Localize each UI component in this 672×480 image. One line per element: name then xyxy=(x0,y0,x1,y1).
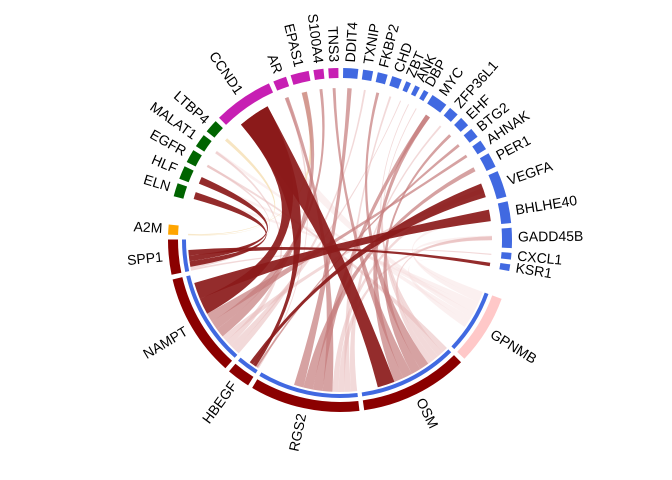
sectors-layer xyxy=(168,68,512,412)
sector-band-nampt xyxy=(186,275,238,358)
sector-epas1 xyxy=(290,70,311,85)
sector-per1 xyxy=(479,153,496,171)
link-nampt-to-epas1 xyxy=(216,91,315,337)
sector-ehf xyxy=(454,117,469,132)
sector-hlf xyxy=(179,166,194,183)
sector-band-spp1 xyxy=(182,239,190,272)
sector-ahnak xyxy=(472,140,487,155)
link-spp1-to-cxcl1 xyxy=(190,249,492,271)
label-s100a4: S100A4 xyxy=(305,13,327,65)
sector-spp1 xyxy=(168,239,182,275)
sector-ltbp4 xyxy=(206,121,223,138)
sector-dbp xyxy=(419,89,429,102)
link-gpnmb-to-gadd45b xyxy=(413,235,492,298)
link-spp1-to-hlf xyxy=(188,177,268,262)
sector-eln xyxy=(173,183,188,199)
sector-band-rgs2 xyxy=(259,372,358,398)
label-eln: ELN xyxy=(142,171,173,194)
label-a2m: A2M xyxy=(133,218,163,236)
links-layer xyxy=(188,88,493,392)
link-nampt-to-ahnak xyxy=(207,154,468,322)
label-gadd45b: GADD45B xyxy=(518,228,584,245)
sector-gadd45b xyxy=(501,227,512,249)
link-spp1-to-ksr1 xyxy=(188,246,491,267)
sector-s100a4 xyxy=(313,68,325,80)
link-osm-to-ccnd1 xyxy=(240,106,395,388)
label-tns3: TNS3 xyxy=(325,26,342,63)
link-gpnmb-to-malat1 xyxy=(214,150,471,323)
sector-ddit4 xyxy=(342,68,359,79)
label-ddit4: DDIT4 xyxy=(342,21,361,63)
sector-zbt xyxy=(402,81,411,93)
label-txnip: TXNIP xyxy=(360,22,383,65)
sector-hbegf xyxy=(228,363,254,386)
sector-nampt xyxy=(172,277,233,369)
label-spp1: SPP1 xyxy=(126,249,163,269)
sector-band-gpnmb xyxy=(451,292,489,350)
sector-bhlhe40 xyxy=(497,201,512,224)
sector-vegfa xyxy=(488,171,507,200)
link-nampt-to-malat1 xyxy=(215,151,282,346)
link-gpnmb-to-ksr1 xyxy=(408,258,491,327)
sector-cxcl1 xyxy=(500,252,512,260)
label-ar: AR xyxy=(264,52,286,76)
sector-malat1 xyxy=(195,135,212,152)
sector-gpnmb xyxy=(457,295,502,359)
link-rgs2-to-ddit4 xyxy=(294,88,352,388)
label-rgs2: RGS2 xyxy=(286,412,310,453)
sector-tns3 xyxy=(328,68,339,79)
link-gpnmb-to-bhlhe40 xyxy=(411,212,491,303)
sector-chd xyxy=(389,76,402,89)
sector-ar xyxy=(273,76,290,91)
sector-fkbp2 xyxy=(375,72,388,85)
label-ksr1: KSR1 xyxy=(515,260,554,282)
sector-ank xyxy=(410,85,420,97)
sector-myc xyxy=(427,95,447,113)
sector-a2m xyxy=(168,224,179,235)
sector-band-hbegf xyxy=(238,357,258,374)
sector-ksr1 xyxy=(499,262,511,272)
sector-btg2 xyxy=(463,128,478,143)
sector-txnip xyxy=(361,69,374,82)
sector-zfp36l1 xyxy=(443,107,458,122)
link-osm-to-fkbp2 xyxy=(365,92,429,370)
link-hbegf-to-vegfa xyxy=(249,183,486,365)
link-spp1-to-eln xyxy=(189,192,267,267)
link-rgs2-to-myc xyxy=(312,114,430,392)
label-cxcl1: CXCL1 xyxy=(517,248,564,268)
sector-band-osm xyxy=(361,349,452,397)
sector-ccnd1 xyxy=(219,83,274,125)
sector-rgs2 xyxy=(252,379,360,412)
sector-egfr xyxy=(186,150,202,167)
link-nampt-to-bhlhe40 xyxy=(194,209,491,299)
sector-osm xyxy=(362,355,462,411)
